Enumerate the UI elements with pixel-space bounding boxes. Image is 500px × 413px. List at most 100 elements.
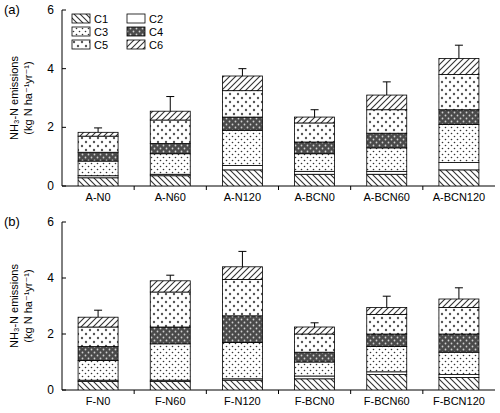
bar-segment <box>295 327 335 334</box>
error-bar <box>311 110 319 117</box>
x-tick-label: A-BCN60 <box>364 191 410 203</box>
bar-segment <box>78 382 118 390</box>
bar-segment <box>222 342 262 378</box>
x-tick <box>134 390 135 394</box>
legend: C1C2C3C4C5C6 <box>72 13 163 51</box>
bar-segment <box>150 327 190 344</box>
bar-segment <box>150 120 190 143</box>
bar-segment <box>367 314 407 334</box>
bar-segment <box>78 178 118 186</box>
y-axis <box>62 222 63 390</box>
legend-swatch <box>127 27 145 36</box>
error-bar <box>311 323 319 327</box>
bar-segment <box>367 334 407 347</box>
bar-segment <box>367 148 407 171</box>
bar-segment <box>367 174 407 186</box>
y-tick-label: 6 <box>47 3 54 17</box>
bar-segment <box>150 344 190 380</box>
bar-segment <box>295 379 335 390</box>
bar-segment <box>78 347 118 361</box>
bar-segment <box>439 377 479 390</box>
bar-segment <box>439 75 479 110</box>
bar-segment <box>222 267 262 280</box>
bar-segment <box>295 362 335 376</box>
legend-label: C2 <box>149 13 163 25</box>
panel: (a)NH₃-N emissions(kg N ha⁻¹yr⁻¹)0246A-N… <box>4 2 495 203</box>
bar-segment <box>222 76 262 91</box>
bar-segment <box>222 165 262 169</box>
bar-segment <box>78 317 118 327</box>
x-tick <box>206 186 207 190</box>
legend-swatch <box>72 27 90 36</box>
legend-swatch <box>127 14 145 23</box>
bar-segment <box>295 142 335 154</box>
bar-segment <box>439 110 479 125</box>
bar-segment <box>150 176 190 186</box>
bar-segment <box>295 352 335 362</box>
bar-segment <box>439 334 479 352</box>
x-tick-label: F-BCN0 <box>295 395 335 407</box>
x-tick <box>350 186 351 190</box>
bar-segment <box>150 111 190 120</box>
y-axis-label: NH₃-N emissions <box>8 56 20 140</box>
bar-segment <box>150 382 190 390</box>
bar-segment <box>367 171 407 174</box>
bar-segment <box>78 161 118 176</box>
x-tick-label: F-N0 <box>86 395 110 407</box>
bar-segment <box>222 279 262 315</box>
bar-segment <box>367 110 407 133</box>
bar-segment <box>439 307 479 334</box>
y-tick-label: 2 <box>47 120 54 134</box>
bar-segment <box>78 136 118 152</box>
x-tick-label: F-N60 <box>155 395 186 407</box>
bar-segment <box>439 170 479 186</box>
x-tick <box>350 390 351 394</box>
error-bar <box>238 251 246 266</box>
error-bar <box>166 97 174 112</box>
bar-segment <box>295 154 335 172</box>
error-bar <box>455 288 463 299</box>
bar-segment <box>222 316 262 343</box>
bar-segment <box>295 171 335 174</box>
panel: (b)NH₃-N emissions(kg N ha⁻¹yr⁻¹)0246F-N… <box>4 214 495 407</box>
bar-segment <box>78 132 118 136</box>
x-tick-label: F-BCN60 <box>364 395 410 407</box>
legend-label: C5 <box>94 39 108 51</box>
y-axis-label: (kg N ha⁻¹yr⁻¹) <box>22 61 34 134</box>
bar-segment <box>367 347 407 372</box>
y-tick-label: 4 <box>47 62 54 76</box>
bar-segment <box>439 375 479 378</box>
bars <box>78 251 479 390</box>
error-bar <box>166 275 174 281</box>
panel-label: (b) <box>4 214 20 229</box>
bar-segment <box>367 375 407 390</box>
bar-segment <box>295 174 335 186</box>
bar-segment <box>78 361 118 381</box>
legend-swatch <box>72 14 90 23</box>
error-bar <box>94 310 102 317</box>
error-bar <box>383 82 391 95</box>
y-tick-label: 6 <box>47 215 54 229</box>
bar-segment <box>439 299 479 307</box>
x-tick-label: A-BCN120 <box>433 191 486 203</box>
bar-segment <box>439 58 479 74</box>
bar-segment <box>295 123 335 142</box>
x-tick-label: F-BCN120 <box>433 395 485 407</box>
y-tick-label: 0 <box>47 179 54 193</box>
bar-segment <box>222 380 262 390</box>
bar-segment <box>295 117 335 123</box>
x-tick <box>278 390 279 394</box>
bar-segment <box>439 163 479 170</box>
legend-label: C4 <box>149 26 163 38</box>
legend-label: C1 <box>94 13 108 25</box>
bar-segment <box>150 143 190 153</box>
y-tick <box>62 127 66 128</box>
y-axis-label: (kg N ha⁻¹yr⁻¹) <box>22 269 34 342</box>
error-bar <box>94 128 102 132</box>
x-tick-label: A-N0 <box>86 191 111 203</box>
y-tick-label: 2 <box>47 327 54 341</box>
y-tick <box>62 334 66 335</box>
y-tick <box>62 10 66 11</box>
error-bar <box>383 296 391 307</box>
bars <box>78 45 479 186</box>
